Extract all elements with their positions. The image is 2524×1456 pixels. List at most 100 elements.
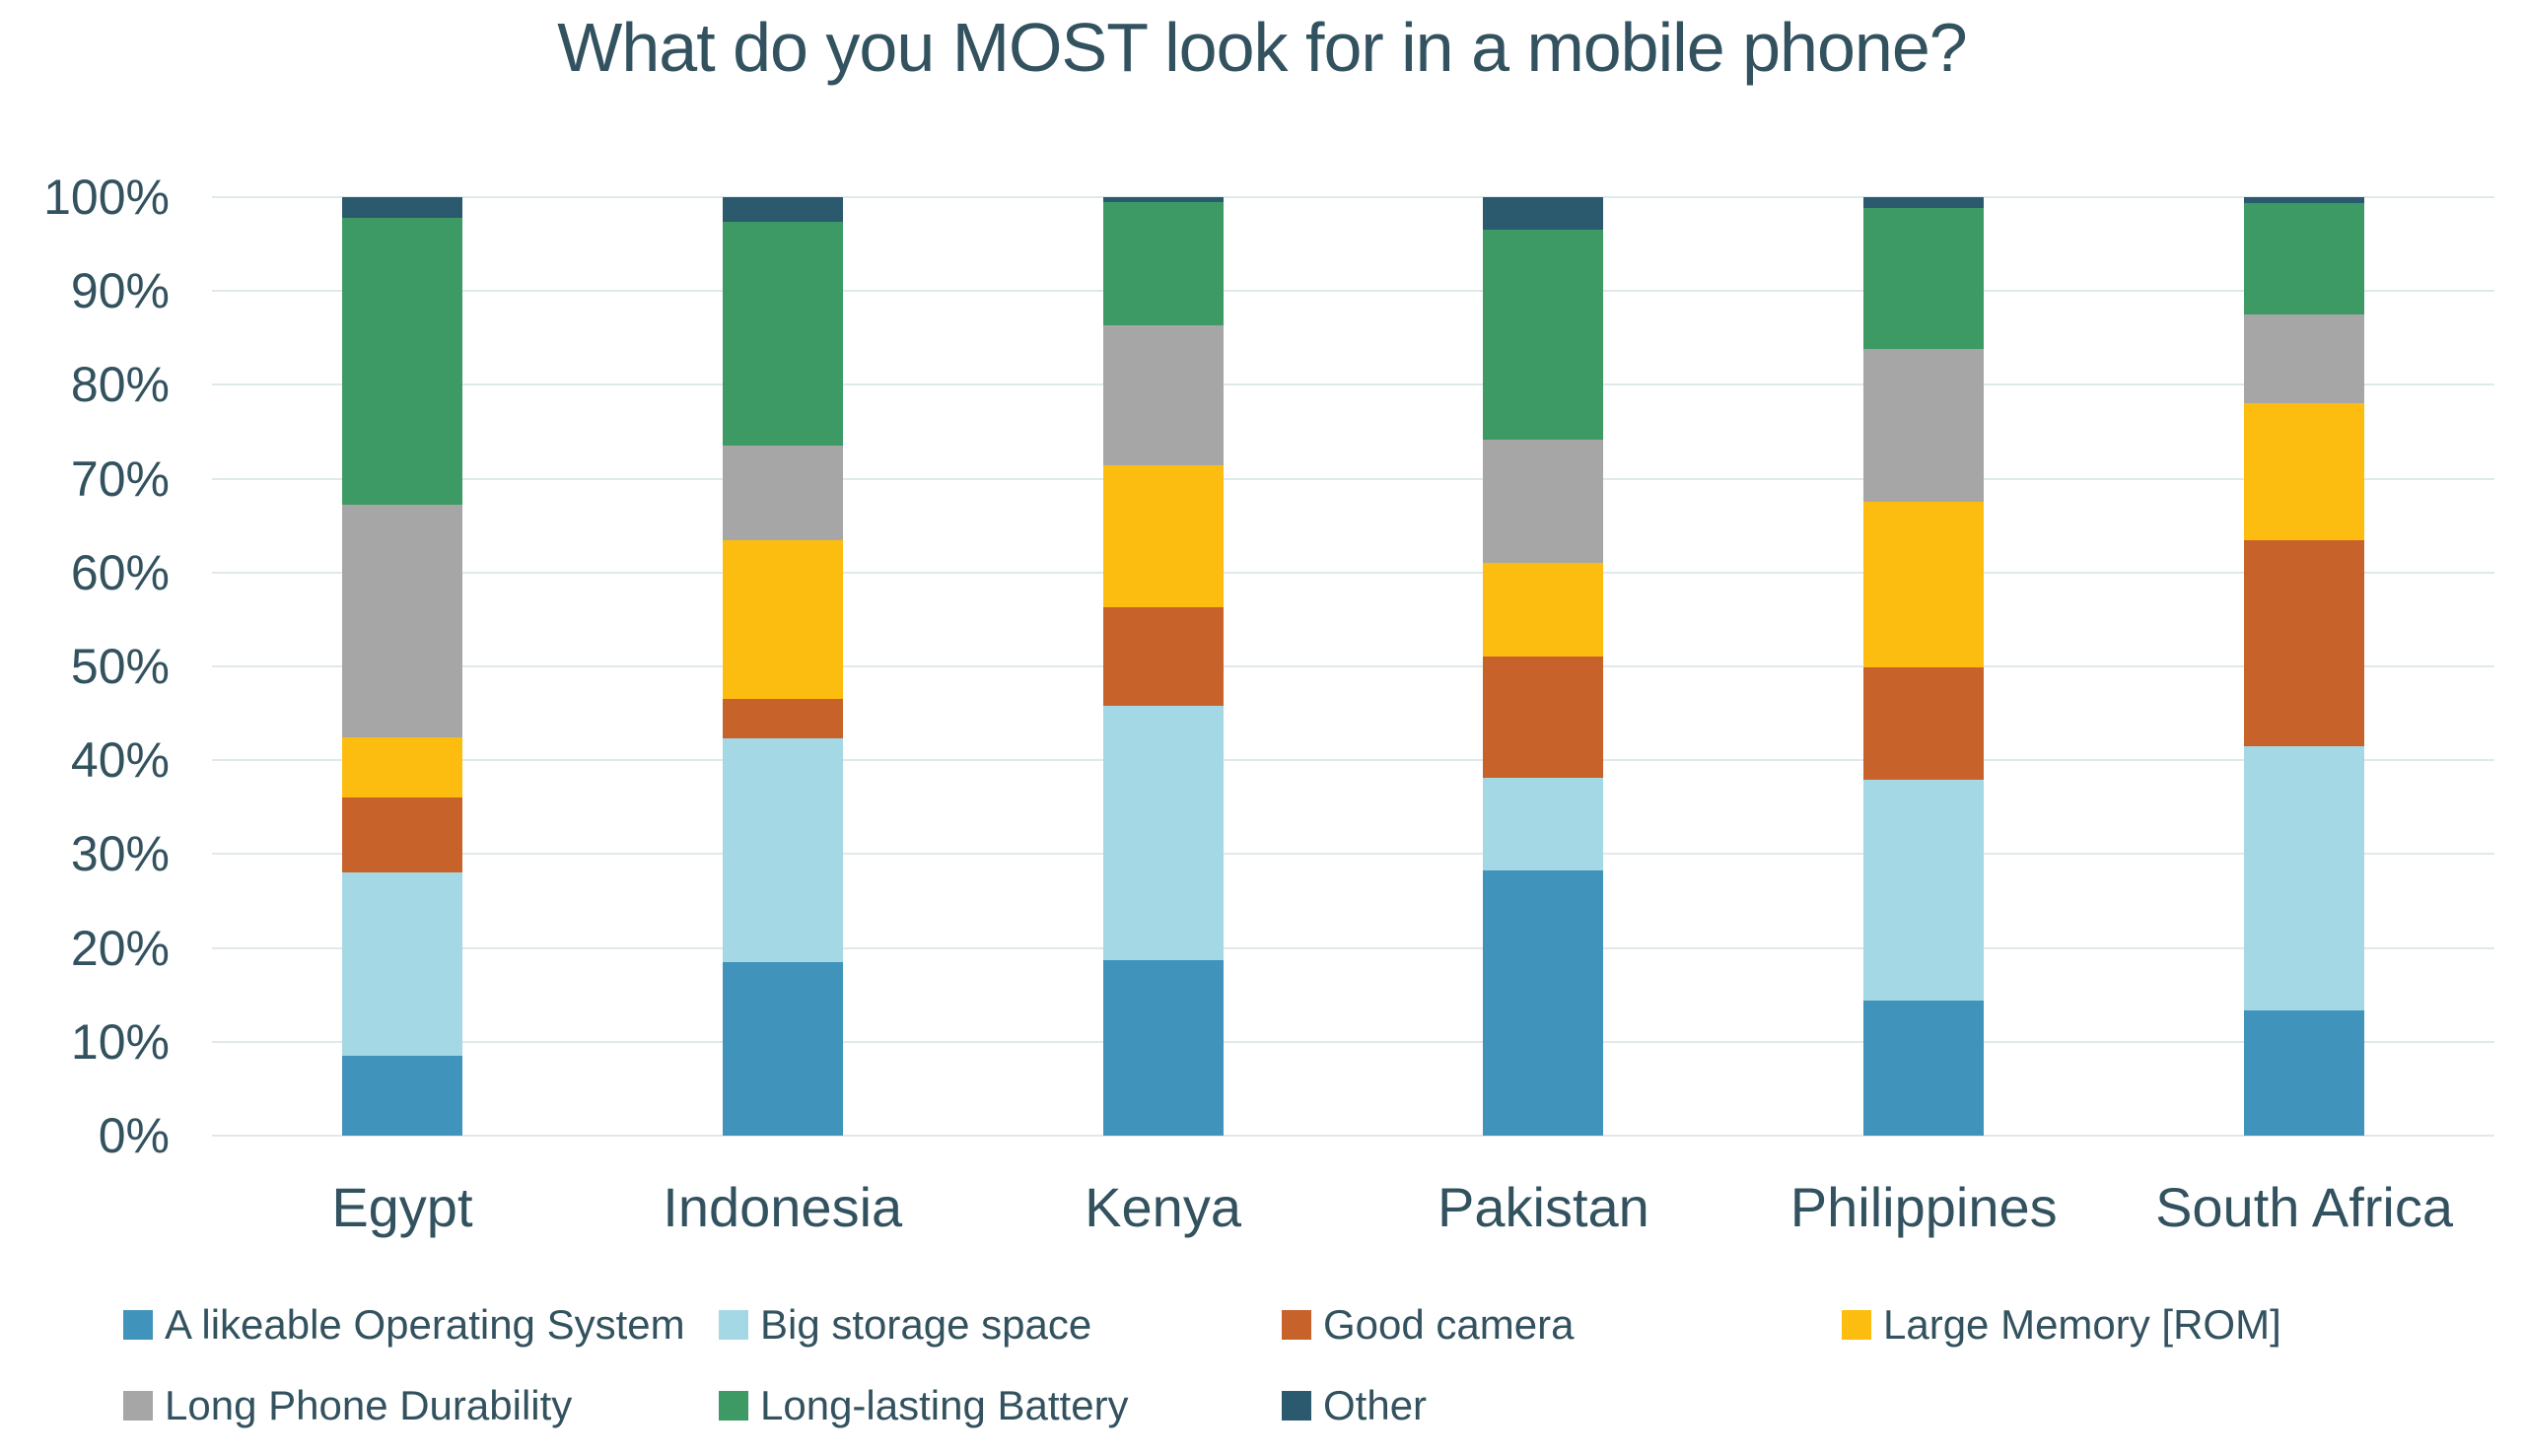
stacked-bar bbox=[722, 197, 843, 1136]
bar-segment bbox=[1863, 197, 1985, 208]
bar-segment bbox=[2244, 202, 2365, 315]
gridline bbox=[212, 290, 2494, 293]
legend-item: Big storage space bbox=[719, 1301, 1091, 1349]
bar-segment bbox=[1863, 502, 1985, 667]
bar-segment bbox=[2244, 745, 2365, 1011]
bar-segment bbox=[1483, 869, 1604, 1136]
gridline bbox=[212, 1040, 2494, 1043]
bar-segment bbox=[341, 197, 462, 218]
bar-segment bbox=[722, 221, 843, 447]
y-tick-label: 70% bbox=[70, 451, 170, 507]
bar-segment bbox=[341, 737, 462, 798]
bar-segment bbox=[722, 961, 843, 1136]
legend-label: Other bbox=[1323, 1382, 1428, 1428]
bar-segment bbox=[1483, 563, 1604, 657]
bar-segment bbox=[1863, 666, 1985, 781]
x-axis-label: Pakistan bbox=[1437, 1176, 1649, 1238]
gridline bbox=[212, 196, 2494, 198]
y-axis: 0% 10% 20% 30% 40% 50% 60% 70% 80% 90% 100% bbox=[0, 173, 170, 1160]
gridline bbox=[212, 1135, 2494, 1137]
bars-container bbox=[212, 197, 2494, 1136]
plot-area bbox=[212, 196, 2494, 1137]
bar-segment bbox=[1102, 465, 1224, 608]
legend-item: Large Memory [ROM] bbox=[1842, 1301, 2281, 1349]
legend-label: Long-lasting Battery bbox=[760, 1382, 1129, 1428]
bar-segment bbox=[341, 505, 462, 738]
legend-item: Long-lasting Battery bbox=[719, 1382, 1129, 1429]
x-axis: Egypt Indonesia Kenya Pakistan Philippines So… bbox=[212, 1175, 2494, 1239]
legend-swatch bbox=[719, 1391, 748, 1421]
bar-slot-south-africa bbox=[2114, 197, 2494, 1136]
bar-segment bbox=[2244, 1010, 2365, 1136]
stacked-bar bbox=[1102, 197, 1224, 1136]
bar-segment bbox=[341, 218, 462, 506]
bar-segment bbox=[1483, 197, 1604, 231]
bar-segment bbox=[1863, 780, 1985, 1001]
bar-slot-philippines bbox=[1733, 197, 2114, 1136]
stacked-bar bbox=[1863, 197, 1985, 1136]
bar-segment bbox=[722, 539, 843, 700]
bar-segment bbox=[722, 197, 843, 222]
bar-slot-pakistan bbox=[1353, 197, 1733, 1136]
x-axis-label: Philippines bbox=[1789, 1176, 2058, 1238]
bar-segment bbox=[1102, 706, 1224, 960]
stacked-bar bbox=[341, 197, 462, 1136]
legend-swatch bbox=[719, 1310, 748, 1340]
bar-segment bbox=[1483, 230, 1604, 440]
gridline bbox=[212, 383, 2494, 386]
legend-label: Large Memory [ROM] bbox=[1883, 1301, 2281, 1348]
bar-segment bbox=[1102, 325, 1224, 466]
legend-swatch bbox=[123, 1391, 153, 1421]
chart-title: What do you MOST look for in a mobile ph… bbox=[557, 9, 1967, 86]
gridline bbox=[212, 946, 2494, 949]
y-tick-label: 10% bbox=[70, 1013, 170, 1070]
gridline bbox=[212, 759, 2494, 762]
bar-segment bbox=[722, 699, 843, 739]
y-tick-label: 90% bbox=[70, 263, 170, 319]
bar-segment bbox=[2244, 402, 2365, 540]
bar-segment bbox=[2244, 197, 2365, 203]
bar-segment bbox=[2244, 539, 2365, 746]
legend-item: Long Phone Durability bbox=[123, 1382, 572, 1429]
bar-segment bbox=[1102, 959, 1224, 1136]
bar-slot-egypt bbox=[212, 197, 593, 1136]
legend-swatch bbox=[1282, 1391, 1311, 1421]
bar-segment bbox=[722, 446, 843, 540]
bar-segment bbox=[341, 797, 462, 873]
bar-segment bbox=[722, 738, 843, 962]
legend-item: Good camera bbox=[1282, 1301, 1574, 1349]
x-axis-label: South Africa bbox=[2155, 1176, 2454, 1238]
bar-segment bbox=[1102, 197, 1224, 202]
y-tick-label: 40% bbox=[70, 732, 170, 789]
legend-swatch bbox=[1842, 1310, 1871, 1340]
legend-swatch bbox=[123, 1310, 153, 1340]
y-tick-label: 60% bbox=[70, 544, 170, 600]
bar-slot-indonesia bbox=[593, 197, 973, 1136]
legend-label: Big storage space bbox=[760, 1301, 1092, 1348]
legend-item: Other bbox=[1282, 1382, 1427, 1429]
gridline bbox=[212, 853, 2494, 856]
stacked-bar bbox=[1483, 197, 1604, 1136]
bar-segment bbox=[2244, 314, 2365, 403]
gridline bbox=[212, 477, 2494, 480]
gridline bbox=[212, 571, 2494, 574]
stacked-bar bbox=[2244, 197, 2365, 1136]
legend-item: A likeable Operating System bbox=[123, 1301, 685, 1349]
bar-segment bbox=[1863, 349, 1985, 503]
bar-segment bbox=[341, 1056, 462, 1136]
legend-label: A likeable Operating System bbox=[165, 1301, 685, 1348]
x-axis-label: Egypt bbox=[331, 1176, 473, 1238]
bar-segment bbox=[1863, 1000, 1985, 1136]
bar-segment bbox=[1483, 656, 1604, 779]
bar-segment bbox=[1483, 439, 1604, 564]
y-tick-label: 80% bbox=[70, 357, 170, 413]
legend-swatch bbox=[1282, 1310, 1311, 1340]
y-tick-label: 0% bbox=[98, 1108, 170, 1163]
bar-segment bbox=[1102, 607, 1224, 706]
legend-label: Long Phone Durability bbox=[165, 1382, 573, 1428]
bar-segment bbox=[1102, 201, 1224, 326]
y-tick-label: 20% bbox=[70, 920, 170, 976]
y-tick-label: 50% bbox=[70, 639, 170, 694]
x-axis-label: Kenya bbox=[1085, 1176, 1241, 1238]
